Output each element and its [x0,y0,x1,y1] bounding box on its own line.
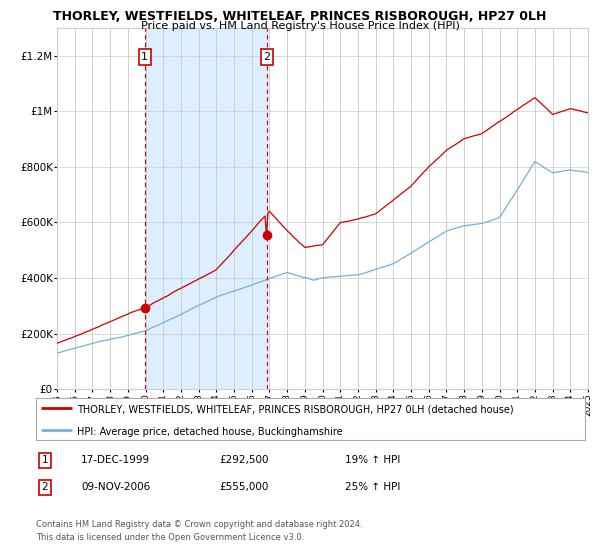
Text: 2: 2 [263,52,271,62]
Text: This data is licensed under the Open Government Licence v3.0.: This data is licensed under the Open Gov… [36,533,304,542]
Text: Contains HM Land Registry data © Crown copyright and database right 2024.: Contains HM Land Registry data © Crown c… [36,520,362,529]
Text: THORLEY, WESTFIELDS, WHITELEAF, PRINCES RISBOROUGH, HP27 0LH (detached house): THORLEY, WESTFIELDS, WHITELEAF, PRINCES … [77,404,514,414]
Text: 09-NOV-2006: 09-NOV-2006 [81,482,150,492]
Text: 19% ↑ HPI: 19% ↑ HPI [345,455,400,465]
Text: 2: 2 [41,482,49,492]
Text: 17-DEC-1999: 17-DEC-1999 [81,455,150,465]
Text: HPI: Average price, detached house, Buckinghamshire: HPI: Average price, detached house, Buck… [77,427,343,437]
Text: 1: 1 [141,52,148,62]
Text: 1: 1 [41,455,49,465]
Text: £292,500: £292,500 [219,455,269,465]
Text: Price paid vs. HM Land Registry's House Price Index (HPI): Price paid vs. HM Land Registry's House … [140,21,460,31]
Text: 25% ↑ HPI: 25% ↑ HPI [345,482,400,492]
Bar [145,28,267,389]
Text: £555,000: £555,000 [219,482,268,492]
Text: THORLEY, WESTFIELDS, WHITELEAF, PRINCES RISBOROUGH, HP27 0LH: THORLEY, WESTFIELDS, WHITELEAF, PRINCES … [53,10,547,23]
